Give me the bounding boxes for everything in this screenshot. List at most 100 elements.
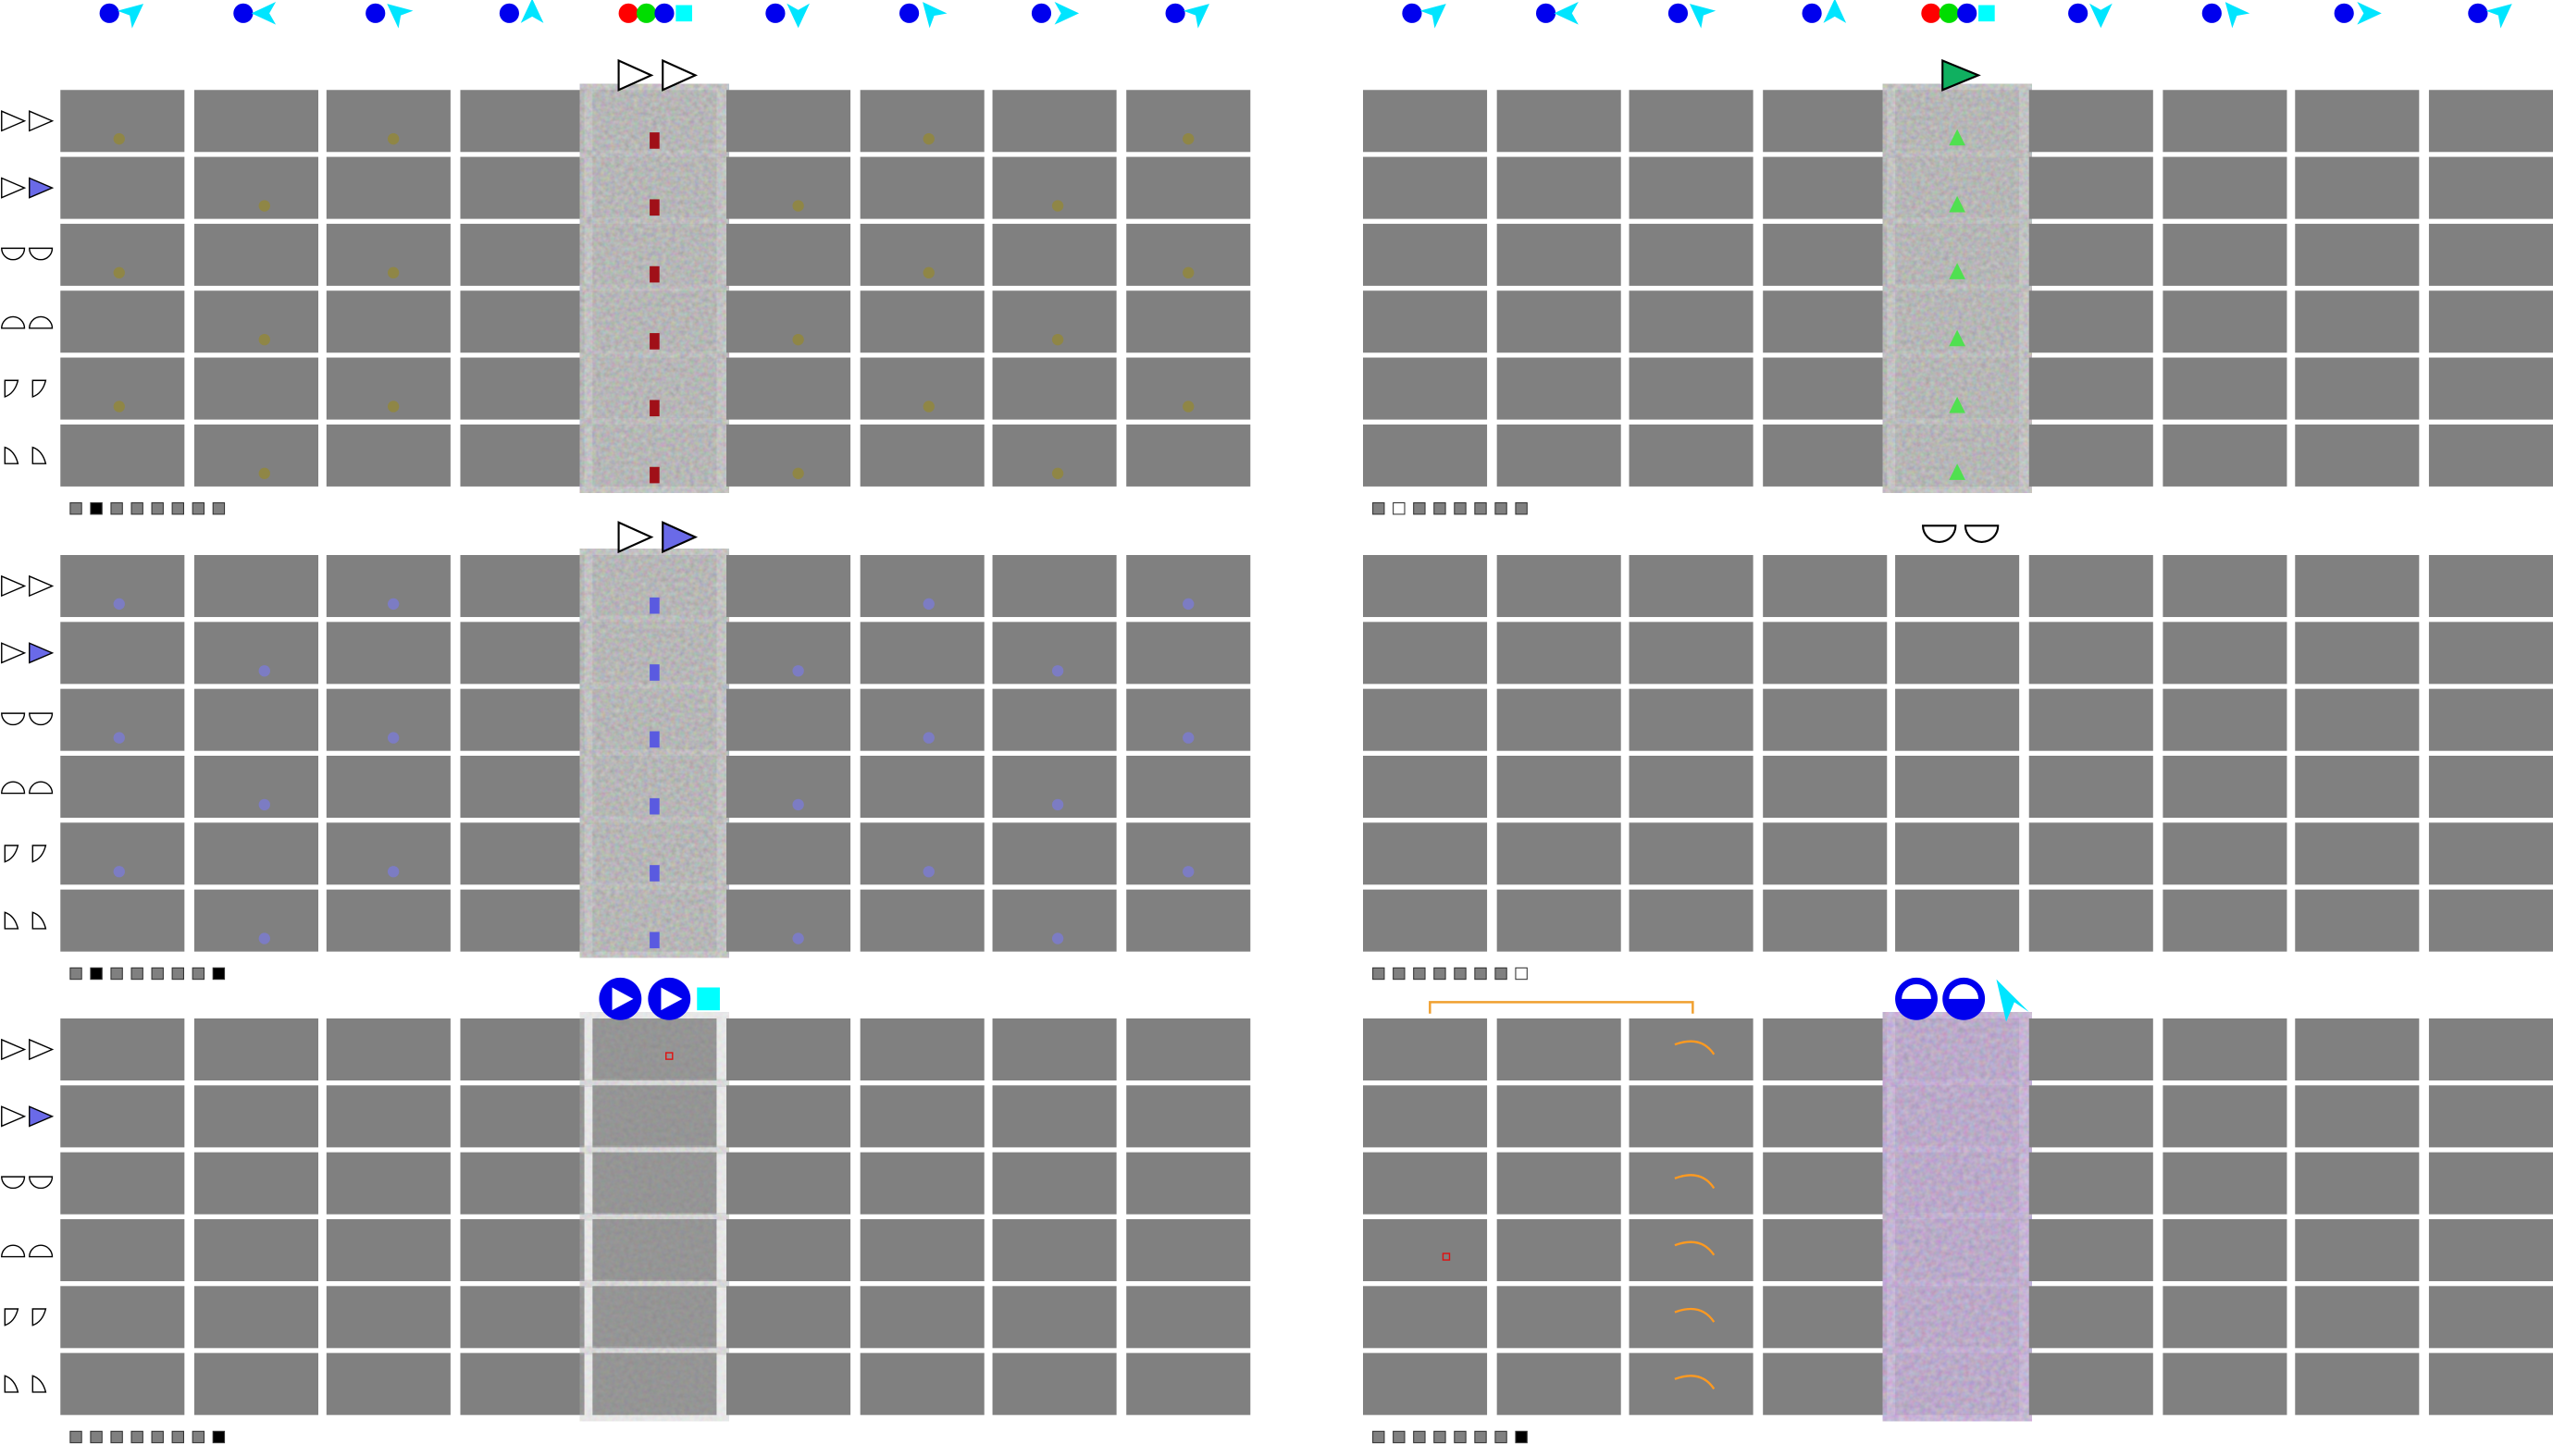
- neuron-dot: [499, 3, 519, 23]
- activation-tile: [726, 424, 851, 487]
- activation-arc: [1674, 1307, 1716, 1323]
- activation-tile: [992, 1218, 1117, 1282]
- panel-header-icon: [599, 977, 720, 1020]
- activation-tile: [1496, 156, 1621, 219]
- activation-tile: [2428, 889, 2553, 952]
- activation-tile: [726, 822, 851, 885]
- activation-tile: [60, 755, 185, 819]
- activation-tile: [2028, 424, 2153, 487]
- activation-tile: [726, 688, 851, 751]
- activation-tile: [2028, 156, 2153, 219]
- activation-tile: [1362, 1352, 1488, 1415]
- activation-tile: [326, 1152, 451, 1215]
- activation-tile: [860, 1085, 985, 1148]
- noise-tile: [1895, 1218, 2020, 1282]
- activation-tile: [2295, 1152, 2420, 1215]
- activation-tile: [1763, 357, 1888, 420]
- activation-tile: [860, 357, 985, 420]
- activation-spot: [113, 732, 125, 744]
- activation-tile: [326, 555, 451, 618]
- activation-tile: [1496, 290, 1621, 353]
- indicator-square: [1393, 1430, 1406, 1444]
- activation-tile: [1629, 889, 1754, 952]
- indicator-square: [1433, 967, 1446, 981]
- row-label: [4, 1375, 47, 1393]
- label-shape: [4, 845, 19, 863]
- activation-tile: [1362, 755, 1488, 819]
- activation-tile: [1126, 1085, 1251, 1148]
- activation-tile: [2295, 755, 2420, 819]
- activation-tile: [60, 1018, 185, 1081]
- activation-tile: [1763, 1018, 1888, 1081]
- activation-tile: [193, 1018, 318, 1081]
- neuron-dot: [2334, 3, 2354, 23]
- activation-tile: [326, 1286, 451, 1349]
- activation-tile: [1763, 223, 1888, 286]
- label-shape: [1, 315, 26, 329]
- activation-tile: [1895, 822, 2020, 885]
- noise-tile: [592, 1286, 717, 1349]
- activation-tile: [2295, 357, 2420, 420]
- neuron-dot: [899, 3, 920, 23]
- indicator-square: [69, 1430, 82, 1444]
- activation-spot: [258, 932, 270, 944]
- activation-spot: [792, 200, 804, 212]
- activation-tile: [1126, 1352, 1251, 1415]
- activation-tile: [992, 1018, 1117, 1081]
- activation-tile: [2028, 1218, 2153, 1282]
- activation-tile: [326, 1218, 451, 1282]
- activation-tile: [1763, 555, 1888, 618]
- activation-tile: [2163, 156, 2287, 219]
- activation-spot: [650, 597, 660, 614]
- activation-tile: [1629, 555, 1754, 618]
- activation-tile: [2295, 1286, 2420, 1349]
- activation-tile: [460, 1286, 585, 1349]
- activation-tile: [1496, 223, 1621, 286]
- header-shape: [1902, 983, 1931, 999]
- activation-tile: [860, 156, 985, 219]
- activation-tile: [2028, 1085, 2153, 1148]
- activation-spot: [113, 866, 125, 878]
- indicator-square: [171, 502, 184, 515]
- activation-tile: [1629, 1352, 1754, 1415]
- row-label: [4, 911, 47, 930]
- label-shape: [29, 315, 54, 329]
- activation-tile: [2428, 822, 2553, 885]
- activation-tile: [2028, 755, 2153, 819]
- activation-tile: [460, 1152, 585, 1215]
- row-label: [4, 379, 47, 398]
- color-dot: [1957, 3, 1977, 23]
- activation-spot: [923, 598, 935, 611]
- label-shape: [29, 642, 55, 664]
- activation-spot: [1051, 467, 1064, 479]
- label-shape: [4, 1308, 19, 1326]
- activation-tile: [2295, 1352, 2420, 1415]
- arrow-icon: [1183, 4, 1209, 29]
- activation-tile: [2428, 555, 2553, 618]
- activation-tile: [1126, 290, 1251, 353]
- activation-tile: [1763, 90, 1888, 153]
- header-shape: [661, 987, 683, 1011]
- activation-tile: [2163, 1018, 2287, 1081]
- activation-tile: [326, 822, 451, 885]
- activation-spot: [1051, 333, 1064, 346]
- activation-tile: [1895, 755, 2020, 819]
- activation-tile: [2295, 1085, 2420, 1148]
- activation-spot: [1051, 932, 1064, 944]
- header-shape: [1996, 979, 2029, 1022]
- activation-tile: [460, 156, 585, 219]
- activation-tile: [193, 688, 318, 751]
- activation-tile: [1362, 424, 1488, 487]
- activation-tile: [1629, 1218, 1754, 1282]
- activation-tile: [2163, 1352, 2287, 1415]
- label-shape: [31, 446, 47, 464]
- activation-tile: [1496, 1085, 1621, 1148]
- panel-header-icon: [617, 58, 699, 92]
- row-label: [4, 1308, 47, 1326]
- activation-arc: [1674, 1040, 1716, 1055]
- indicator-square: [212, 1430, 226, 1444]
- indicator-square: [171, 1430, 184, 1444]
- activation-tile: [193, 90, 318, 153]
- row-label: [1, 1176, 54, 1190]
